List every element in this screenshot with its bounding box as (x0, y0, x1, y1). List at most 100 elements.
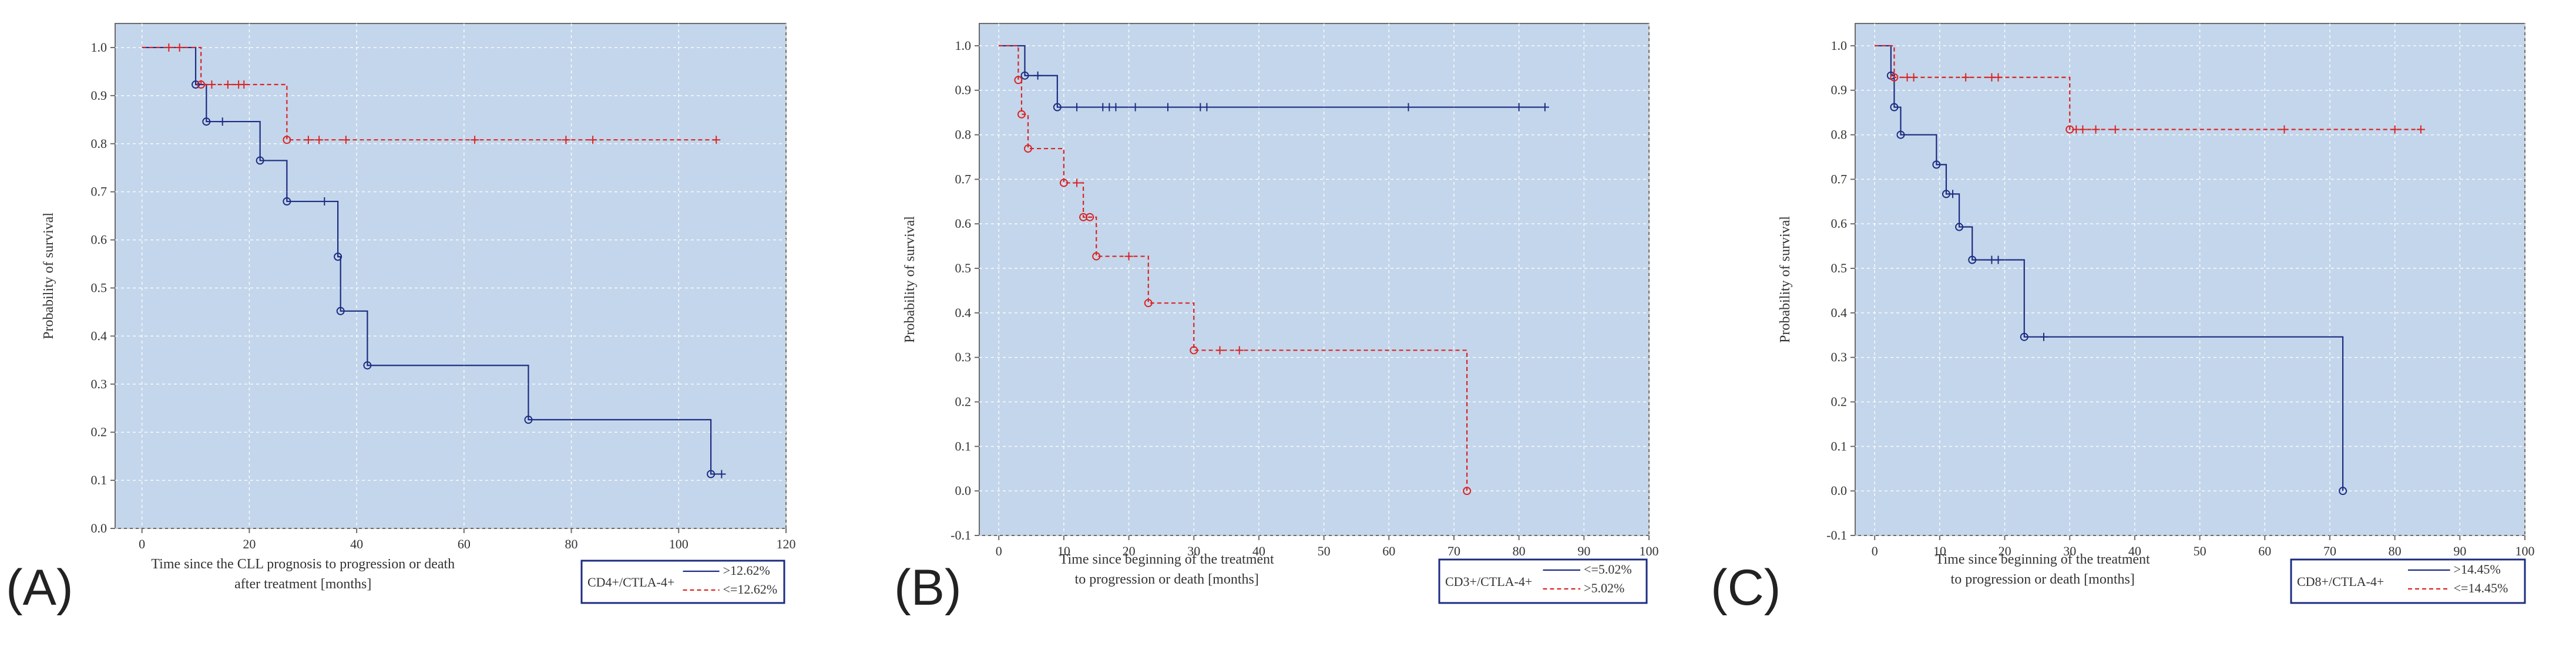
event-marker (336, 306, 345, 315)
x-tick-label: 70 (1447, 544, 1460, 558)
censored-marker (1215, 346, 1224, 355)
y-tick-label: 0.1 (955, 439, 972, 453)
y-tick-label: 0.2 (91, 424, 108, 439)
event-marker (363, 361, 372, 370)
y-axis-title: Probability of survival (41, 213, 56, 339)
censored-marker (315, 136, 324, 144)
x-axis-title-line: to progression or death [months] (1075, 572, 1259, 587)
censored-marker (175, 43, 184, 52)
event-marker (1968, 255, 1977, 264)
censored-marker (1909, 73, 1918, 82)
series-dashed (142, 43, 721, 144)
y-tick-label: 0.5 (91, 280, 108, 295)
censored-marker (218, 117, 227, 126)
legend-entry: <=14.45% (2454, 581, 2508, 595)
y-tick-label: 0.8 (955, 127, 972, 142)
y-tick-label: 0.3 (1831, 350, 1848, 365)
y-tick-label: 0.1 (1831, 439, 1848, 453)
censored-marker (2078, 125, 2087, 134)
x-axis-title-line: Time since beginning of the treatment (1060, 552, 1274, 567)
series-solid (999, 45, 1549, 112)
y-tick-label: 0.9 (955, 83, 972, 97)
event-marker (1890, 103, 1899, 112)
y-tick-label: 0.3 (955, 350, 972, 365)
survival-curve (142, 46, 722, 475)
censored-marker (1073, 178, 1082, 187)
y-tick-label: 0.7 (1831, 171, 1848, 186)
y-tick-label: 0.6 (955, 216, 972, 231)
event-marker (2339, 487, 2347, 496)
x-axis-title-line: Time since the CLL prognosis to progress… (151, 557, 455, 572)
x-tick-label: 10 (1057, 544, 1070, 558)
censored-marker (1163, 103, 1172, 112)
censored-marker (1514, 103, 1523, 112)
censored-marker (471, 136, 479, 144)
event-marker (1053, 103, 1062, 112)
plot-area (1855, 23, 2525, 536)
event-marker (1059, 178, 1068, 187)
censored-marker (2416, 125, 2425, 134)
censored-marker (2091, 125, 2100, 134)
censored-marker (1994, 255, 2003, 264)
y-tick-label: 0.3 (91, 376, 108, 391)
legend-box (1438, 558, 1648, 604)
y-tick-label: 0.9 (91, 88, 108, 103)
y-axis-title: Probability of survival (1778, 216, 1793, 343)
plot-area (979, 23, 1650, 536)
x-axis-title-line: to progression or death [months] (1951, 572, 2135, 587)
y-tick-label: 0.9 (1831, 83, 1848, 97)
x-tick-label: 20 (243, 537, 256, 551)
x-tick-label: 30 (2063, 544, 2076, 558)
x-tick-label: 100 (669, 537, 688, 551)
x-tick-label: 100 (2515, 544, 2535, 558)
series-dashed (1875, 45, 2425, 134)
x-axis-title: Time since beginning of the treatment to … (1936, 552, 2150, 587)
legend-entry: >14.45% (2454, 562, 2501, 577)
censored-marker (2280, 125, 2289, 134)
event-marker (1896, 130, 1905, 139)
legend: CD8+/CTLA-4+ >14.45% <=14.45% (2290, 558, 2526, 604)
x-axis-title-line: Time since beginning of the treatment (1936, 552, 2150, 567)
censored-marker (2039, 332, 2048, 341)
censored-marker (1235, 346, 1244, 355)
event-marker (283, 136, 291, 144)
y-tick-label: 0.4 (91, 328, 108, 343)
series-dashed (999, 45, 1472, 496)
censored-marker (1540, 103, 1549, 112)
event-marker (1463, 487, 1472, 496)
x-tick-label: 80 (1513, 544, 1526, 558)
legend-entry: >5.02% (1584, 581, 1624, 595)
x-tick-label: 120 (777, 537, 796, 551)
x-tick-label: 40 (1252, 544, 1265, 558)
event-marker (524, 415, 533, 424)
x-tick-label: 50 (2194, 544, 2206, 558)
legend: CD3+/CTLA-4+ <=5.02% >5.02% (1438, 558, 1648, 604)
event-marker (1932, 160, 1941, 169)
censored-marker (2390, 125, 2399, 134)
x-tick-label: 70 (2323, 544, 2336, 558)
y-tick-label: 0.2 (955, 395, 972, 409)
censored-marker (207, 80, 216, 89)
event-marker (1017, 110, 1026, 119)
legend: CD4+/CTLA-4+ >12.62% <=12.62% (580, 560, 785, 604)
event-marker (2020, 332, 2028, 341)
censored-marker (240, 80, 248, 89)
panel-label: (C) (1711, 560, 1781, 616)
event-marker (1144, 299, 1153, 308)
y-tick-label: 1.0 (91, 40, 108, 55)
x-tick-label: 100 (1640, 544, 1659, 558)
y-tick-label: 0.5 (1831, 261, 1848, 275)
chart-panel-a: 0.0 0.1 0.2 0.3 0.4 0.5 0.6 0.7 0.8 0.9 1.0 0 20 40 60… (6, 23, 796, 616)
y-tick-label: 0.7 (91, 184, 108, 199)
censored-marker (304, 136, 313, 144)
event-marker (1020, 71, 1029, 80)
y-tick-label: -0.1 (951, 528, 971, 542)
legend-box (580, 560, 785, 604)
x-tick-label: 50 (1318, 544, 1331, 558)
censored-marker (341, 136, 350, 144)
censored-marker (717, 470, 726, 478)
x-axis-title-line: after treatment [months] (234, 577, 371, 592)
event-marker (1014, 76, 1023, 85)
x-tick-label: 60 (2258, 544, 2271, 558)
event-marker (1955, 223, 1964, 231)
